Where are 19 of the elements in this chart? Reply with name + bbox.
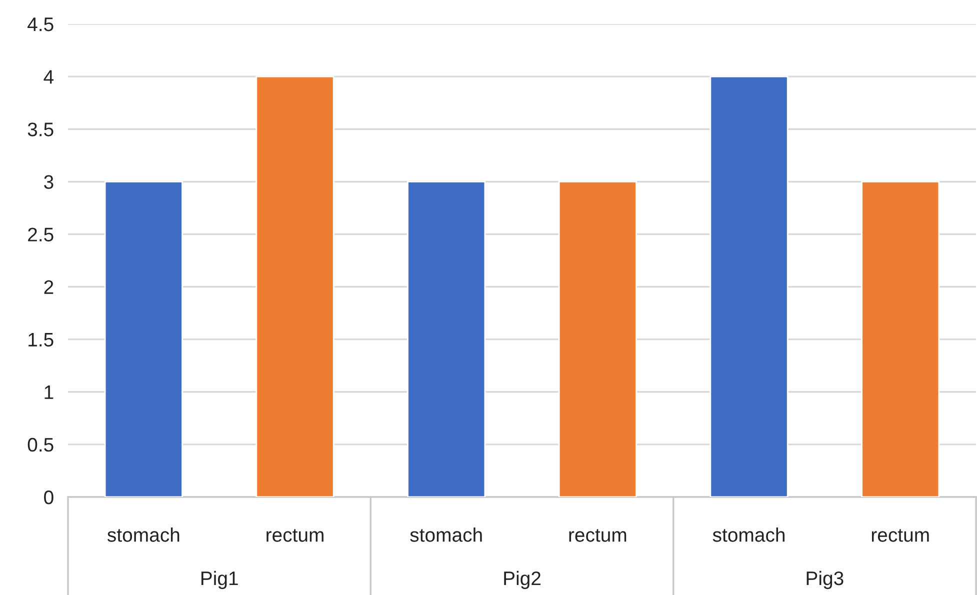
x-tick-label: stomach: [410, 528, 482, 542]
text: Pig3: [806, 570, 844, 590]
y-tick-label: 2: [44, 280, 54, 294]
y-tick-label: 0.5: [28, 438, 54, 452]
y-tick-label: 4: [44, 70, 54, 84]
y-tick-label: 0: [44, 490, 54, 504]
y-tick-label: 3: [44, 175, 54, 189]
x-tick-label: stomach: [107, 528, 180, 542]
y-tick-label: 2.5: [28, 228, 54, 242]
text: Pig2: [504, 570, 540, 590]
y-tick-label: 1.5: [28, 333, 54, 347]
text: Pig1: [201, 570, 238, 590]
y-tick-label: 4.5: [28, 18, 54, 32]
x-tick-label: stomach: [712, 528, 784, 542]
y-tick-label: 3.5: [28, 122, 54, 136]
x-tick-label: rectum: [266, 529, 324, 542]
y-tick-label: 1: [44, 386, 54, 399]
x-tick-label: rectum: [569, 529, 626, 542]
x-tick-label: rectum: [872, 529, 929, 542]
